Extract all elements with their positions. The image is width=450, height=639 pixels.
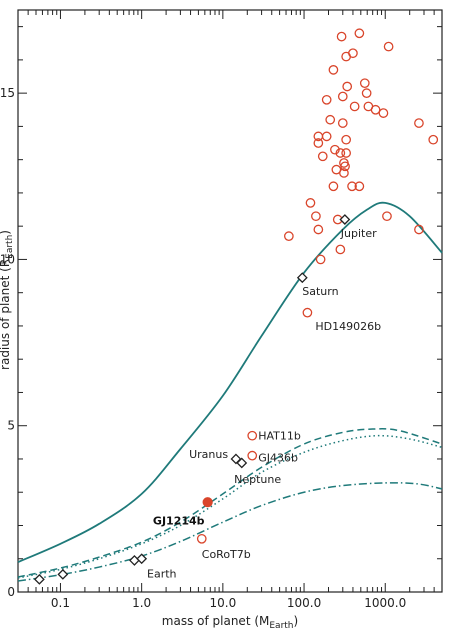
exoplanet-point — [359, 78, 370, 89]
exoplanet-point — [354, 28, 365, 39]
planet-label: HAT11b — [258, 430, 301, 443]
exoplanet-point — [341, 134, 352, 145]
x-tick-label: 0.1 — [51, 596, 70, 610]
exoplanet-point — [284, 231, 294, 241]
model-curve-solid — [17, 201, 443, 563]
y-tick-label: 10 — [0, 252, 15, 266]
exoplanet-point — [335, 244, 346, 255]
exoplanet-point — [313, 224, 324, 235]
exoplanet-point — [247, 430, 258, 441]
exoplanet-point — [328, 65, 339, 75]
solar-system-planet — [339, 214, 351, 225]
solar-system-planet — [296, 272, 308, 284]
solar-system-points — [33, 214, 351, 585]
exoplanet-point — [313, 138, 324, 148]
model-curve-dashdot — [17, 482, 443, 582]
exoplanet-point — [382, 211, 392, 222]
exoplanet-point — [330, 144, 340, 155]
y-axis-label-end: ) — [0, 230, 12, 235]
y-tick-label: 0 — [7, 585, 15, 599]
exoplanet-point — [348, 48, 358, 59]
planet-label: Uranus — [189, 448, 228, 461]
planet-labels: Jupiter Saturn HD149026b HAT11b GJ436b Uranus… — [147, 227, 381, 581]
exoplanet-point — [370, 104, 381, 115]
planet-label: Neptune — [234, 473, 281, 486]
planet-label: Earth — [147, 568, 177, 581]
y-axis-label: radius of planet (REarth) — [0, 230, 15, 370]
exoplanet-point — [247, 450, 258, 461]
exoplanet-point — [339, 168, 349, 178]
exoplanet-point — [321, 131, 332, 142]
exoplanet-point — [383, 41, 394, 52]
exoplanet-points — [196, 28, 439, 544]
exoplanet-point — [349, 101, 360, 112]
exoplanet-point — [361, 88, 372, 98]
exoplanet-point — [317, 151, 328, 162]
model-curve-dashed — [17, 428, 443, 578]
x-axis-label-end: ) — [294, 614, 299, 628]
x-tick-label: 1000.0 — [364, 596, 406, 610]
y-tick-label: 15 — [0, 86, 15, 100]
exoplanet-point — [311, 211, 321, 222]
solar-system-planet — [33, 573, 45, 585]
y-tick-label: 5 — [7, 419, 15, 433]
axis-ticks — [17, 10, 443, 593]
exoplanet-point — [414, 118, 424, 128]
x-tick-label: 1.0 — [132, 596, 151, 610]
exoplanet-point — [414, 224, 424, 235]
solar-system-planet — [129, 554, 140, 566]
tick-labels: 0.1 1.0 10.0 100.0 1000.0 0 5 10 15 — [0, 86, 406, 610]
exoplanet-point — [321, 94, 332, 105]
exoplanet-point — [341, 148, 352, 158]
exoplanet-point — [196, 533, 207, 544]
planet-label: HD149026b — [315, 320, 381, 333]
planet-label: GJ436b — [258, 451, 298, 464]
exoplanet-point — [337, 91, 348, 102]
exoplanet-point — [378, 108, 389, 118]
exoplanet-point — [305, 198, 316, 208]
exoplanet-point — [302, 307, 313, 318]
model-curves — [17, 201, 443, 582]
exoplanet-point — [315, 254, 326, 265]
planet-label: GJ1214b — [153, 514, 205, 527]
x-tick-label: 10.0 — [209, 596, 236, 610]
gj1214b-point — [202, 497, 213, 508]
solar-system-planet — [236, 457, 248, 469]
x-axis-label-sub: Earth — [269, 621, 293, 631]
x-tick-label: 100.0 — [287, 596, 321, 610]
planet-label: Saturn — [302, 285, 338, 298]
exoplanet-point — [336, 31, 347, 42]
exoplanet-point — [428, 134, 439, 145]
plot-frame — [17, 9, 443, 593]
planet-label: Jupiter — [340, 227, 377, 240]
planet-label: CoRoT7b — [202, 548, 251, 561]
exoplanet-point — [347, 181, 357, 192]
exoplanet-point — [328, 181, 339, 192]
solar-system-planet — [136, 553, 148, 565]
x-axis-label-main: mass of planet (M — [162, 614, 270, 628]
exoplanet-point — [340, 161, 350, 172]
exoplanet-point — [342, 81, 353, 92]
exoplanet-point — [335, 148, 346, 158]
exoplanet-point — [325, 114, 336, 125]
exoplanet-point — [337, 118, 348, 128]
y-axis-label-main: radius of planet (R — [0, 259, 12, 370]
x-axis-label: mass of planet (MEarth) — [162, 614, 298, 631]
exoplanet-point — [354, 181, 365, 192]
solar-system-planet — [57, 568, 69, 580]
y-axis-label-sub: Earth — [5, 235, 15, 259]
